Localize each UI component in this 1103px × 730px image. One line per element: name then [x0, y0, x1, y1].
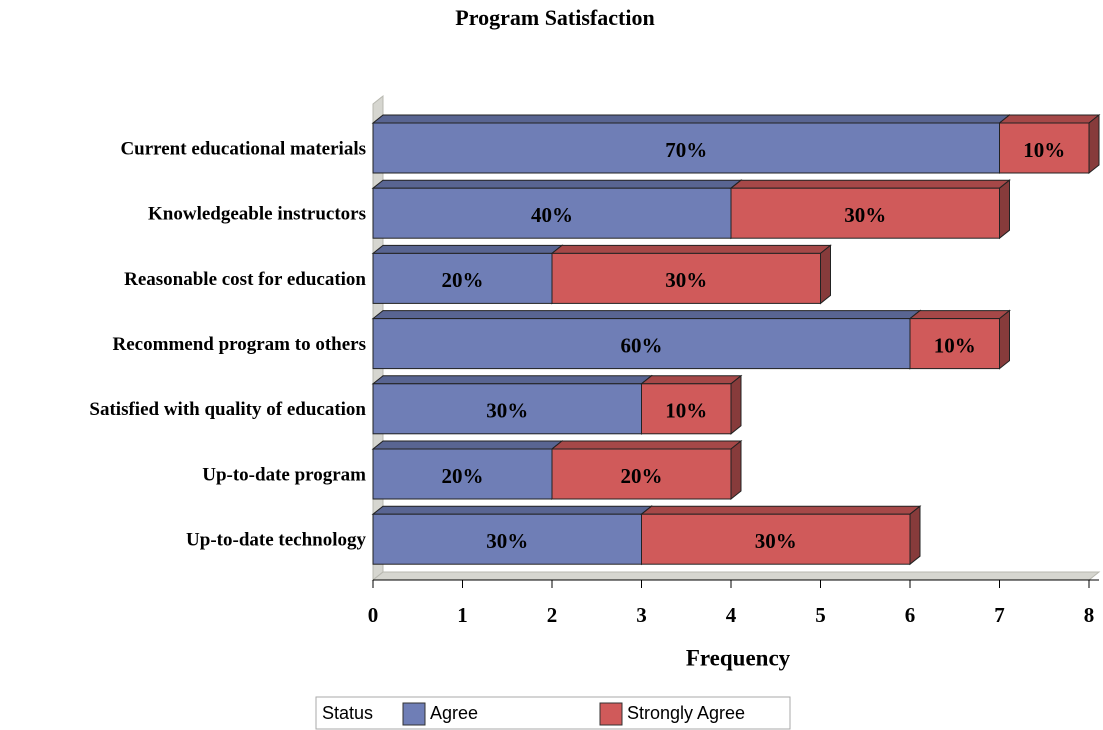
data-label: 70%	[665, 138, 707, 162]
bar-side	[730, 374, 742, 435]
data-label: 10%	[934, 333, 976, 357]
bar-top	[998, 114, 1101, 124]
data-label: 20%	[442, 464, 484, 488]
bar	[551, 252, 821, 304]
chart-title: Program Satisfaction	[455, 5, 654, 30]
x-axis-label: Frequency	[686, 645, 791, 670]
legend-swatch	[599, 702, 623, 726]
data-label: 20%	[621, 464, 663, 488]
bar-top	[550, 440, 743, 450]
bar-top	[371, 310, 922, 320]
bar	[372, 513, 642, 565]
bar	[641, 383, 732, 435]
bar-top	[640, 505, 922, 515]
legend-label: Strongly Agree	[627, 703, 745, 723]
data-label: 30%	[665, 268, 707, 292]
data-label: 10%	[1023, 138, 1065, 162]
bar	[372, 448, 553, 500]
floor	[371, 571, 1101, 581]
bar	[641, 513, 911, 565]
x-tick-label: 2	[547, 603, 558, 627]
data-label: 20%	[442, 268, 484, 292]
y-tick-label: Recommend program to others	[113, 334, 366, 355]
bar	[999, 122, 1090, 174]
bar	[909, 318, 1000, 370]
data-label: 60%	[621, 333, 663, 357]
bar-top	[640, 375, 743, 385]
bar-side	[999, 309, 1010, 370]
bar-top	[371, 505, 653, 515]
y-tick-label: Reasonable cost for education	[124, 269, 366, 290]
bar	[730, 187, 1000, 239]
bar-side	[730, 439, 742, 501]
bar	[372, 122, 1000, 174]
data-label: 10%	[665, 399, 707, 423]
bar-top	[371, 375, 653, 385]
bar-top	[371, 179, 743, 189]
bar	[551, 448, 732, 500]
x-tick-label: 3	[636, 603, 647, 627]
bar-side	[1088, 113, 1100, 175]
legend-swatch	[402, 702, 426, 726]
legend-label: Agree	[430, 703, 478, 723]
legend-title: Status	[322, 703, 373, 723]
bar-top	[371, 440, 564, 450]
x-tick-label: 1	[457, 603, 468, 627]
bar-top	[729, 179, 1011, 189]
bar	[372, 318, 911, 370]
x-tick-label: 8	[1084, 603, 1095, 627]
y-tick-label: Up-to-date program	[202, 464, 366, 485]
y-tick-label: Up-to-date technology	[186, 530, 366, 551]
x-tick-label: 5	[815, 603, 826, 627]
data-label: 30%	[844, 203, 886, 227]
x-tick-label: 7	[994, 603, 1005, 627]
data-label: 30%	[486, 399, 528, 423]
bar-side	[909, 505, 921, 566]
bar-top	[371, 114, 1011, 124]
bar-top	[550, 244, 832, 254]
x-tick-label: 6	[905, 603, 916, 627]
x-tick-label: 0	[368, 603, 379, 627]
data-label: 30%	[486, 529, 528, 553]
y-tick-label: Knowledgeable instructors	[148, 204, 366, 225]
bar-top	[371, 244, 564, 254]
data-label: 40%	[531, 203, 573, 227]
y-tick-label: Satisfied with quality of education	[89, 399, 366, 420]
bar-top	[908, 310, 1011, 320]
data-label: 30%	[755, 529, 797, 553]
legend-box	[315, 696, 791, 730]
x-tick-label: 4	[726, 603, 737, 627]
bar-side	[820, 244, 831, 305]
bar	[372, 187, 732, 239]
bar	[372, 383, 642, 435]
y-tick-label: Current educational materials	[120, 138, 366, 159]
bar-side	[999, 179, 1010, 240]
